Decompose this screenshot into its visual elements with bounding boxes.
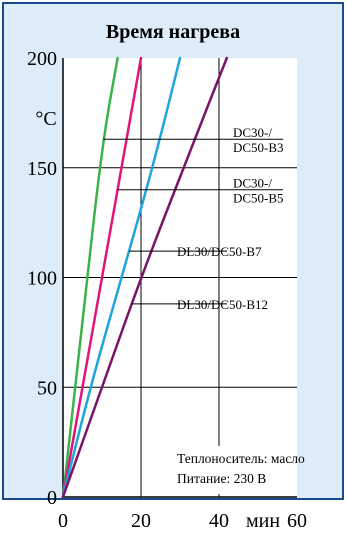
annotation-label-line: DL30/DC50-B12 <box>177 297 268 312</box>
annotation-label: DL30/DC50-B7 <box>177 244 262 259</box>
annotation-label-line: DL30/DC50-B7 <box>177 244 262 259</box>
chart-title: Время нагрева <box>106 21 240 43</box>
annotation-label-line: DC30-/ <box>233 125 272 140</box>
annotation-label: DL30/DC50-B12 <box>177 297 268 312</box>
x-tick-label: 40 <box>209 510 229 532</box>
note-background <box>172 446 296 494</box>
series-line-1 <box>61 56 119 499</box>
x-axis-unit: мин <box>246 510 280 532</box>
x-axis-label-strip <box>0 500 347 533</box>
series-line-2 <box>61 56 143 499</box>
annotation-label: DC30-/DC50-B5 <box>233 176 284 206</box>
note-line: Питание: 230 В <box>177 471 266 486</box>
y-tick-label: 200 <box>27 48 57 70</box>
y-axis-unit: °C <box>35 108 56 130</box>
annotation-label-line: DC50-B3 <box>233 140 284 155</box>
note-line: Теплоноситель: масло <box>177 451 305 466</box>
y-tick-label: 0 <box>47 487 57 509</box>
x-tick-label: 20 <box>131 510 151 532</box>
y-tick-label: 100 <box>27 268 57 290</box>
y-tick-label: 150 <box>27 158 57 180</box>
series-line-3 <box>61 56 182 499</box>
x-tick-label: 0 <box>58 510 68 532</box>
annotation-label: DC30-/DC50-B3 <box>233 125 284 155</box>
annotation-label-line: DC50-B5 <box>233 191 284 206</box>
annotation-label-line: DC30-/ <box>233 176 272 191</box>
y-tick-label: 50 <box>37 377 57 399</box>
series-line-4 <box>61 56 229 499</box>
x-tick-label: 60 <box>287 510 307 532</box>
